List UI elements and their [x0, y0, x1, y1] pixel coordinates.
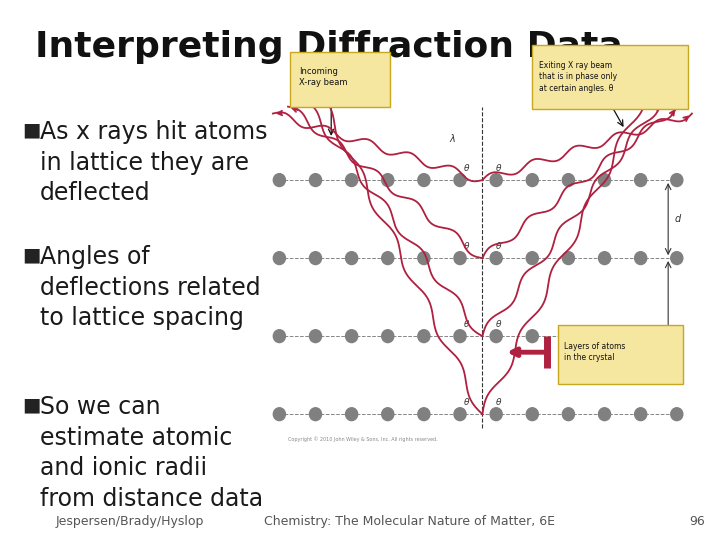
Circle shape — [310, 330, 322, 342]
Circle shape — [310, 174, 322, 186]
Circle shape — [634, 174, 647, 186]
Text: θ: θ — [464, 242, 469, 251]
Circle shape — [454, 252, 466, 265]
Text: θ: θ — [464, 164, 469, 173]
Circle shape — [418, 330, 430, 342]
Circle shape — [598, 408, 611, 421]
Circle shape — [418, 408, 430, 421]
Circle shape — [346, 252, 358, 265]
Text: So we can
estimate atomic
and ionic radii
from distance data: So we can estimate atomic and ionic radi… — [40, 395, 263, 511]
Circle shape — [562, 330, 575, 342]
Circle shape — [346, 408, 358, 421]
Circle shape — [382, 252, 394, 265]
Circle shape — [418, 174, 430, 186]
Text: Copyright © 2010 John Wiley & Sons, Inc. All rights reserved.: Copyright © 2010 John Wiley & Sons, Inc.… — [288, 436, 438, 442]
Circle shape — [310, 252, 322, 265]
Circle shape — [634, 408, 647, 421]
Text: Angles of
deflections related
to lattice spacing: Angles of deflections related to lattice… — [40, 245, 261, 330]
FancyBboxPatch shape — [558, 325, 683, 384]
Text: Chemistry: The Molecular Nature of Matter, 6E: Chemistry: The Molecular Nature of Matte… — [264, 515, 556, 528]
Text: 96: 96 — [689, 515, 705, 528]
Text: ■: ■ — [22, 245, 40, 264]
Circle shape — [274, 408, 285, 421]
Text: As x rays hit atoms
in lattice they are
deflected: As x rays hit atoms in lattice they are … — [40, 120, 268, 205]
Text: θ: θ — [464, 398, 469, 407]
Circle shape — [671, 408, 683, 421]
Text: ■: ■ — [22, 395, 40, 414]
Circle shape — [526, 252, 539, 265]
Circle shape — [490, 252, 502, 265]
Circle shape — [526, 174, 539, 186]
Text: θ: θ — [495, 242, 501, 251]
Text: d: d — [675, 214, 681, 224]
Text: θ: θ — [464, 320, 469, 329]
Circle shape — [598, 330, 611, 342]
Circle shape — [274, 252, 285, 265]
Text: ■: ■ — [22, 120, 40, 139]
Circle shape — [526, 330, 539, 342]
Circle shape — [346, 330, 358, 342]
Circle shape — [562, 174, 575, 186]
FancyBboxPatch shape — [290, 51, 390, 106]
Circle shape — [562, 408, 575, 421]
Circle shape — [671, 330, 683, 342]
Circle shape — [418, 252, 430, 265]
Circle shape — [634, 252, 647, 265]
Circle shape — [382, 408, 394, 421]
Circle shape — [526, 408, 539, 421]
Text: Jespersen/Brady/Hyslop: Jespersen/Brady/Hyslop — [56, 515, 204, 528]
Circle shape — [382, 330, 394, 342]
Text: Exiting X ray beam
that is in phase only
at certain angles. θ: Exiting X ray beam that is in phase only… — [539, 61, 617, 93]
Text: Layers of atoms
in the crystal: Layers of atoms in the crystal — [564, 342, 626, 362]
Text: θ: θ — [495, 320, 501, 329]
Text: θ: θ — [495, 398, 501, 407]
Circle shape — [274, 330, 285, 342]
Circle shape — [454, 174, 466, 186]
FancyBboxPatch shape — [532, 45, 688, 109]
Circle shape — [671, 174, 683, 186]
Circle shape — [634, 330, 647, 342]
Circle shape — [671, 252, 683, 265]
Text: λ: λ — [449, 134, 455, 144]
Circle shape — [490, 408, 502, 421]
Circle shape — [454, 408, 466, 421]
Text: Incoming
X-ray beam: Incoming X-ray beam — [299, 67, 347, 87]
Circle shape — [454, 330, 466, 342]
Circle shape — [490, 330, 502, 342]
Circle shape — [346, 174, 358, 186]
Text: θ: θ — [495, 164, 501, 173]
Circle shape — [562, 252, 575, 265]
Circle shape — [274, 174, 285, 186]
Circle shape — [598, 174, 611, 186]
Circle shape — [490, 174, 502, 186]
Text: Interpreting Diffraction Data: Interpreting Diffraction Data — [35, 30, 623, 64]
Circle shape — [382, 174, 394, 186]
Circle shape — [598, 252, 611, 265]
Circle shape — [310, 408, 322, 421]
